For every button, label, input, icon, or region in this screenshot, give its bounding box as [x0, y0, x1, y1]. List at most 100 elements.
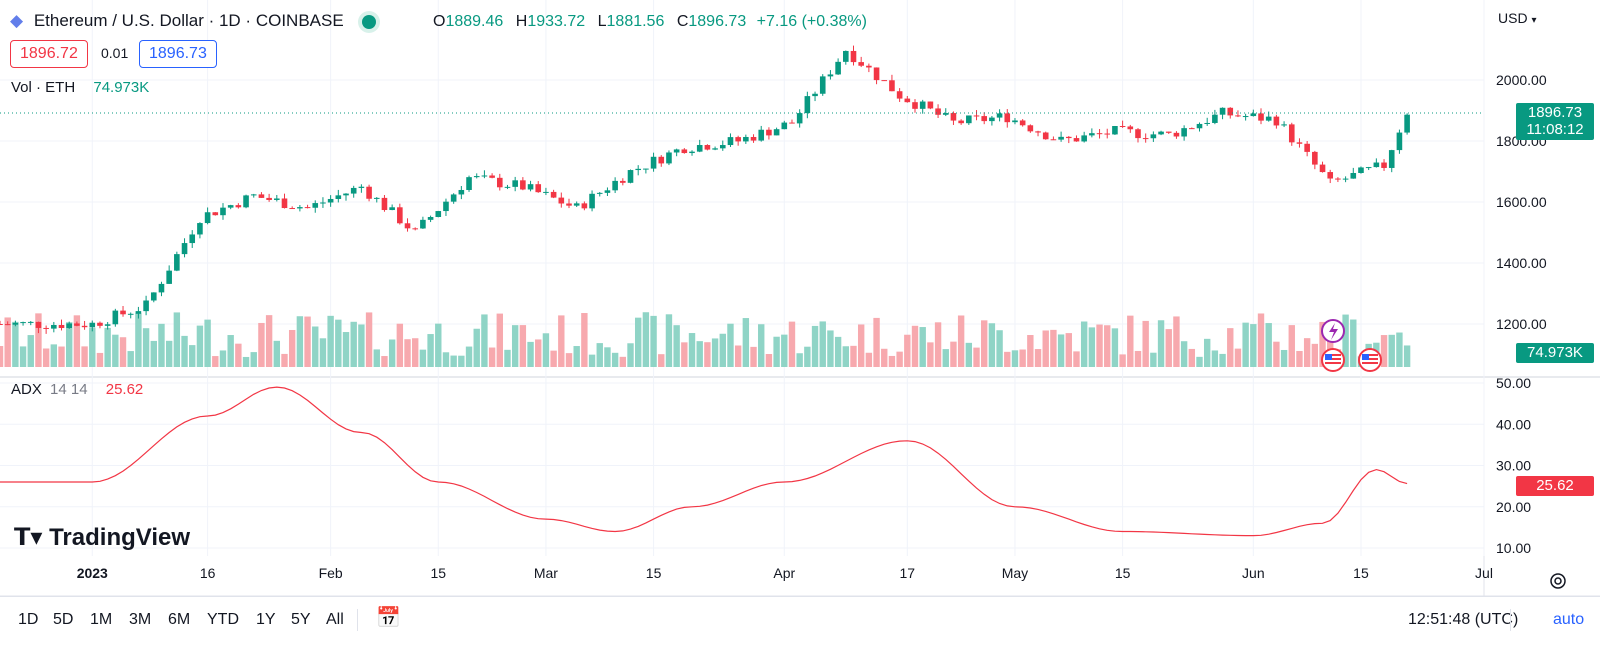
- candle-body: [1158, 131, 1164, 135]
- volume-bar: [135, 313, 142, 367]
- range-ytd-button[interactable]: YTD: [207, 611, 239, 628]
- range-3m-button[interactable]: 3M: [129, 611, 152, 628]
- symbol-title[interactable]: Ethereum / U.S. Dollar · 1D · COINBASE: [33, 11, 344, 30]
- volume-bar: [1127, 315, 1134, 367]
- candle-body: [135, 311, 142, 314]
- date-range-icon[interactable]: 📅: [376, 607, 401, 629]
- volume-bar: [173, 312, 181, 367]
- range-1d-button[interactable]: 1D: [18, 611, 39, 628]
- adx-tick-label: 20.00: [1496, 499, 1531, 515]
- candle-body: [1004, 113, 1011, 123]
- candle-body: [1235, 115, 1241, 117]
- settings-gear-icon[interactable]: [1550, 573, 1566, 589]
- volume-bar: [404, 339, 411, 367]
- volume-bar: [881, 348, 888, 367]
- volume-bar: [204, 319, 211, 367]
- volume-bar: [1288, 325, 1295, 367]
- volume-bar: [1380, 335, 1388, 367]
- us-flag-event-icon[interactable]: [1321, 348, 1345, 372]
- candle-body: [512, 180, 518, 187]
- range-1m-button[interactable]: 1M: [90, 611, 113, 628]
- volume-bar: [1180, 341, 1188, 367]
- tradingview-logo[interactable]: 𝗧▾ TradingView: [14, 523, 190, 552]
- candle-body: [819, 76, 826, 94]
- volume-bar: [1142, 320, 1149, 367]
- range-5d-button[interactable]: 5D: [53, 611, 74, 628]
- range-6m-button[interactable]: 6M: [168, 611, 191, 628]
- candle-body: [1396, 132, 1403, 151]
- range-all-button[interactable]: All: [326, 611, 344, 628]
- volume-bar: [734, 345, 742, 367]
- us-flag-event-icon[interactable]: [1358, 348, 1382, 372]
- adx-line: [0, 386, 1408, 537]
- candle-body: [204, 212, 211, 224]
- volume-bar: [227, 335, 234, 367]
- volume-bar: [4, 317, 11, 367]
- volume-bar: [0, 346, 4, 367]
- candle-body: [496, 177, 503, 188]
- volume-bar: [650, 315, 657, 367]
- candle-body: [1212, 114, 1218, 123]
- currency-selector[interactable]: USD ▾: [1498, 10, 1536, 26]
- adx-legend: ADX 14 14 25.62: [11, 381, 143, 398]
- volume-bar: [265, 315, 273, 367]
- volume-bar: [934, 322, 942, 367]
- market-status-icon[interactable]: [362, 14, 377, 29]
- candle-body: [1135, 129, 1141, 139]
- volume-bar: [819, 321, 826, 367]
- candle-body: [266, 197, 272, 200]
- time-tick-label: 15: [646, 565, 662, 581]
- buy-button[interactable]: 1896.73: [139, 40, 217, 68]
- candle-body: [427, 216, 434, 220]
- volume-bar: [1296, 350, 1303, 367]
- volume-bar: [727, 323, 734, 367]
- candle-body: [789, 122, 795, 124]
- range-5y-button[interactable]: 5Y: [291, 611, 311, 628]
- volume-bar: [281, 353, 288, 367]
- candle-body: [1173, 132, 1180, 137]
- volume-bar: [988, 323, 996, 367]
- candle-body: [912, 102, 918, 109]
- sell-button[interactable]: 1896.72: [10, 40, 88, 68]
- candle-body: [389, 207, 395, 211]
- candle-body: [835, 61, 841, 75]
- auto-scale-button[interactable]: auto: [1553, 611, 1585, 628]
- candle-body: [1127, 126, 1134, 130]
- volume-bar: [788, 321, 796, 367]
- volume-bar: [319, 338, 327, 367]
- volume-bar: [12, 321, 19, 367]
- candle-body: [158, 283, 165, 293]
- time-tick-label: Jun: [1242, 565, 1265, 581]
- candle-body: [527, 184, 534, 190]
- volume-bar: [296, 316, 304, 367]
- candle-body: [197, 223, 203, 235]
- volume-bar: [950, 341, 957, 367]
- volume-bar: [35, 313, 42, 367]
- candle-body: [274, 198, 280, 200]
- lightning-event-icon[interactable]: [1321, 319, 1345, 343]
- volume-bar: [781, 334, 788, 367]
- volume-bar: [1203, 338, 1211, 367]
- candle-body: [581, 203, 588, 209]
- candle-body: [1196, 123, 1203, 129]
- volume-bar: [58, 346, 65, 367]
- candle-body: [350, 187, 357, 194]
- candle-body: [758, 129, 765, 141]
- candle-body: [1312, 151, 1318, 165]
- candle-body: [81, 325, 88, 328]
- candle-body: [566, 203, 572, 206]
- range-1y-button[interactable]: 1Y: [256, 611, 276, 628]
- volume-bar: [1034, 349, 1042, 367]
- candle-body: [1327, 172, 1334, 179]
- candle-body: [43, 327, 49, 329]
- volume-bar: [565, 353, 573, 367]
- volume-bar: [696, 341, 703, 367]
- volume-bar: [673, 325, 680, 367]
- volume-bar: [250, 352, 257, 367]
- volume-bar: [519, 325, 527, 367]
- candle-body: [166, 270, 172, 284]
- price-tick-label: 1400.00: [1496, 255, 1547, 271]
- utc-clock[interactable]: 12:51:48 (UTC): [1408, 611, 1519, 628]
- volume-bar: [1257, 313, 1265, 367]
